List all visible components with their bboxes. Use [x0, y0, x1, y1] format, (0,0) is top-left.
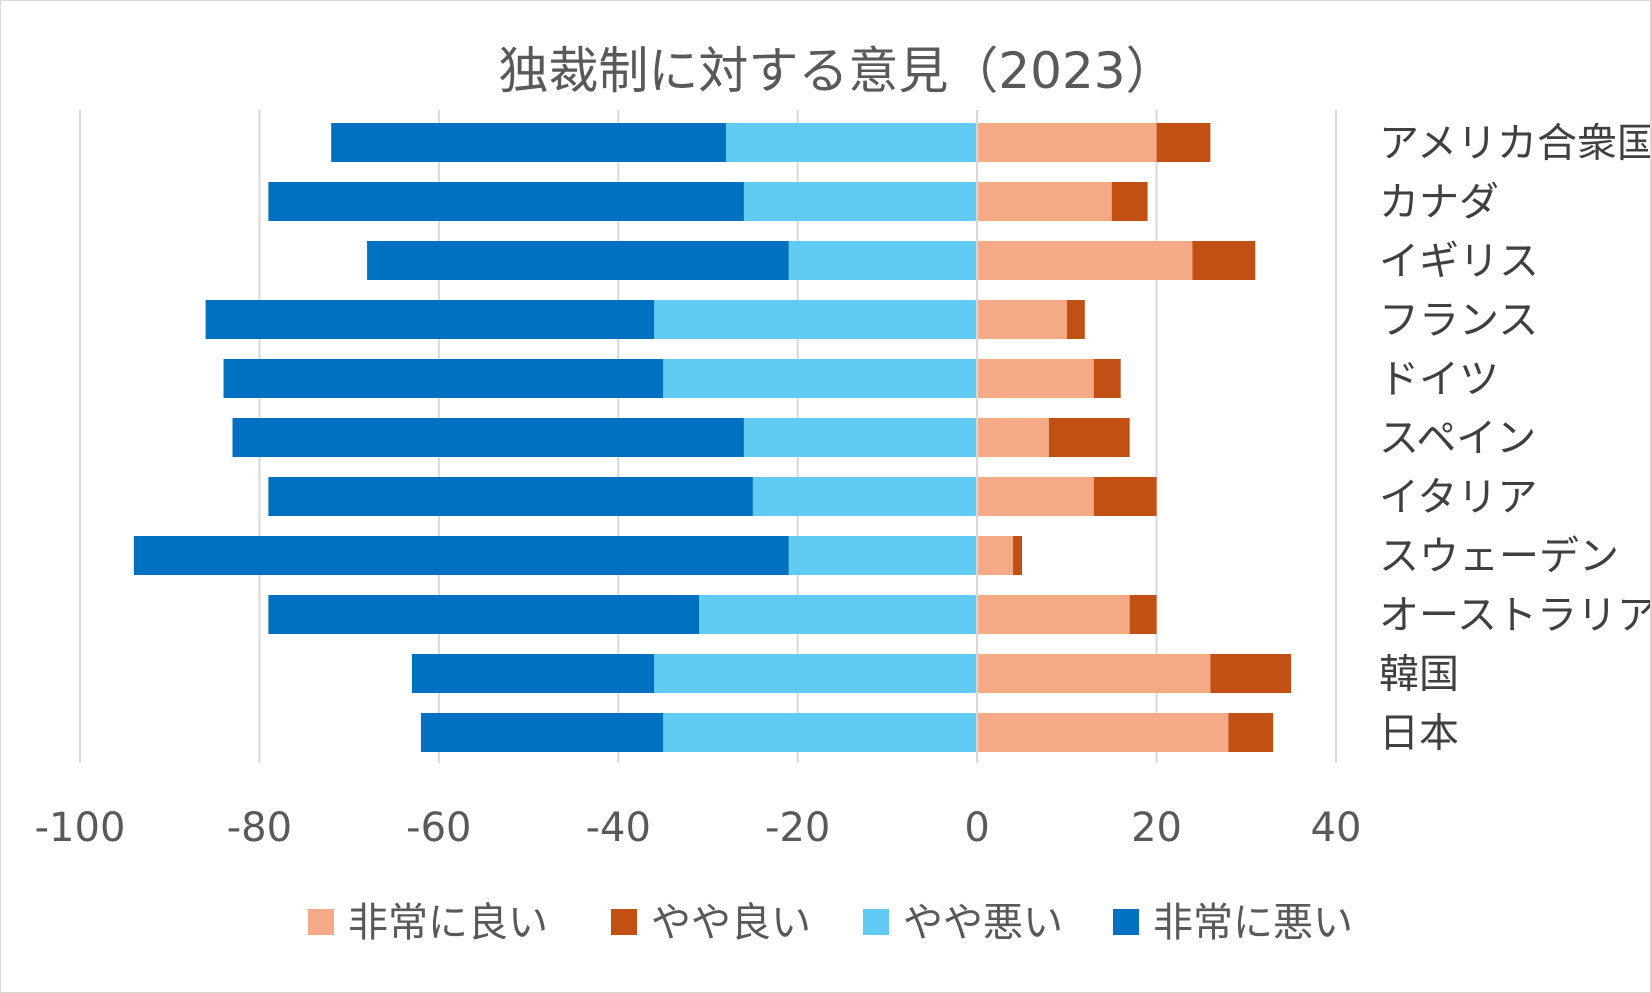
bar-3-5	[232, 418, 744, 457]
bar-0-0	[977, 123, 1157, 162]
category-labels: アメリカ合衆国カナダイギリスフランスドイツスペインイタリアスウェーデンオーストラ…	[1379, 121, 1650, 757]
bar-0-6	[977, 477, 1094, 516]
category-label: フランス	[1379, 298, 1538, 344]
bar-0-7	[977, 536, 1014, 575]
x-tick-label: -100	[35, 805, 126, 851]
bar-3-10	[420, 713, 664, 752]
bar-2-6	[752, 477, 978, 516]
category-label: カナダ	[1379, 180, 1499, 226]
category-label: スペイン	[1379, 416, 1536, 462]
bar-1-9	[1210, 654, 1292, 693]
legend-swatch	[308, 909, 334, 935]
bar-2-8	[699, 595, 978, 634]
chart-title: 独裁制に対する意見（2023）	[498, 42, 1175, 100]
bar-3-2	[367, 241, 789, 280]
bar-0-2	[977, 241, 1193, 280]
bar-0-9	[977, 654, 1211, 693]
x-tick-label: 0	[964, 805, 989, 851]
category-label: スウェーデン	[1379, 534, 1619, 580]
x-tick-label: -80	[227, 805, 292, 851]
x-tick-label: -20	[765, 805, 830, 851]
bar-1-0	[1156, 123, 1211, 162]
bar-3-4	[223, 359, 664, 398]
category-label: イギリス	[1379, 239, 1539, 285]
category-label: 韓国	[1379, 652, 1459, 698]
bar-3-3	[205, 300, 655, 339]
legend-swatch	[611, 909, 637, 935]
bar-2-1	[743, 182, 978, 221]
legend-label: やや良い	[651, 900, 811, 946]
category-label: オーストラリア	[1379, 593, 1650, 639]
bar-1-7	[1013, 536, 1022, 575]
legend-item: 非常に良い	[308, 900, 548, 946]
legend-label: やや悪い	[903, 900, 1063, 946]
category-label: イタリア	[1379, 475, 1537, 521]
bar-3-1	[268, 182, 744, 221]
legend-item: やや良い	[611, 900, 811, 946]
bar-3-6	[268, 477, 753, 516]
bar-0-5	[977, 418, 1049, 457]
bar-1-4	[1093, 359, 1121, 398]
bar-2-0	[725, 123, 978, 162]
category-label: アメリカ合衆国	[1379, 121, 1650, 167]
bar-1-1	[1111, 182, 1148, 221]
bar-0-8	[977, 595, 1130, 634]
legend-item: やや悪い	[863, 900, 1063, 946]
x-axis-tick-labels: -100 -80 -60 -40 -20 0 20 40	[35, 805, 1362, 851]
legend-label: 非常に良い	[348, 900, 548, 946]
bar-2-4	[663, 359, 978, 398]
category-label: ドイツ	[1379, 357, 1499, 403]
bar-2-2	[788, 241, 978, 280]
legend: 非常に良い やや良い やや悪い 非常に悪い	[308, 900, 1353, 946]
x-tick-label: -40	[586, 805, 651, 851]
bar-3-8	[268, 595, 700, 634]
bar-0-1	[977, 182, 1112, 221]
bar-1-2	[1192, 241, 1256, 280]
bar-1-10	[1228, 713, 1274, 752]
bar-2-3	[654, 300, 978, 339]
bar-1-5	[1048, 418, 1130, 457]
x-tick-label: -60	[406, 805, 471, 851]
legend-label: 非常に悪い	[1153, 900, 1353, 946]
bars	[133, 110, 1292, 763]
bar-0-4	[977, 359, 1094, 398]
bar-3-9	[411, 654, 655, 693]
bar-1-6	[1093, 477, 1157, 516]
legend-swatch	[863, 909, 889, 935]
bar-2-7	[788, 536, 978, 575]
bar-0-3	[977, 300, 1067, 339]
bar-3-7	[133, 536, 789, 575]
x-tick-label: 20	[1131, 805, 1182, 851]
bar-1-8	[1129, 595, 1157, 634]
bar-3-0	[331, 123, 726, 162]
category-label: 日本	[1379, 711, 1459, 757]
bar-0-10	[977, 713, 1229, 752]
legend-item: 非常に悪い	[1113, 900, 1353, 946]
bar-2-5	[743, 418, 978, 457]
bar-2-10	[663, 713, 978, 752]
x-tick-label: 40	[1311, 805, 1362, 851]
legend-swatch	[1113, 909, 1139, 935]
bar-1-3	[1066, 300, 1085, 339]
bar-2-9	[654, 654, 978, 693]
